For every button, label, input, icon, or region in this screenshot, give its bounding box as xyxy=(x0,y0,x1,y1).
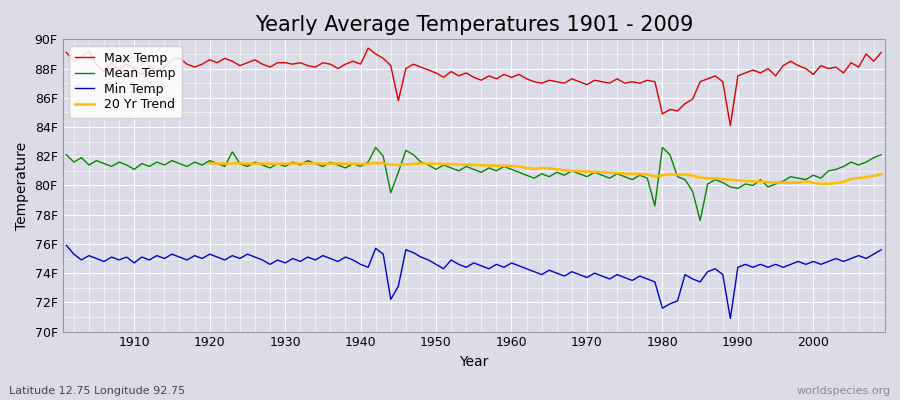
Max Temp xyxy=(61,50,72,55)
Max Temp xyxy=(514,72,525,77)
Min Temp xyxy=(876,247,886,252)
Line: Mean Temp: Mean Temp xyxy=(67,148,881,220)
Min Temp xyxy=(724,316,735,321)
Max Temp xyxy=(363,46,374,50)
X-axis label: Year: Year xyxy=(459,355,489,369)
Min Temp xyxy=(597,274,608,278)
Max Temp xyxy=(333,66,344,71)
Max Temp xyxy=(604,81,615,86)
Mean Temp xyxy=(876,152,886,157)
Mean Temp xyxy=(122,163,132,168)
20 Yr Trend xyxy=(876,172,886,177)
Title: Yearly Average Temperatures 1901 - 2009: Yearly Average Temperatures 1901 - 2009 xyxy=(255,15,693,35)
Mean Temp xyxy=(370,145,381,150)
Max Temp xyxy=(122,62,132,66)
Mean Temp xyxy=(333,163,344,168)
Y-axis label: Temperature: Temperature xyxy=(15,141,29,230)
Min Temp xyxy=(333,259,344,264)
Mean Temp xyxy=(695,218,706,223)
Text: worldspecies.org: worldspecies.org xyxy=(796,386,891,396)
Max Temp xyxy=(506,75,517,80)
Max Temp xyxy=(287,62,298,66)
Min Temp xyxy=(61,243,72,248)
20 Yr Trend xyxy=(499,164,509,168)
20 Yr Trend xyxy=(333,161,344,166)
Min Temp xyxy=(499,265,509,270)
Mean Temp xyxy=(514,170,525,175)
Mean Temp xyxy=(604,176,615,180)
20 Yr Trend xyxy=(287,161,298,166)
Line: 20 Yr Trend: 20 Yr Trend xyxy=(210,163,881,184)
Mean Temp xyxy=(506,167,517,172)
20 Yr Trend xyxy=(506,164,517,168)
Line: Min Temp: Min Temp xyxy=(67,245,881,318)
Line: Max Temp: Max Temp xyxy=(67,48,881,126)
Max Temp xyxy=(876,50,886,55)
Min Temp xyxy=(122,255,132,260)
Mean Temp xyxy=(61,152,72,157)
Max Temp xyxy=(724,123,735,128)
Text: Latitude 12.75 Longitude 92.75: Latitude 12.75 Longitude 92.75 xyxy=(9,386,185,396)
20 Yr Trend xyxy=(597,170,608,175)
Min Temp xyxy=(506,260,517,265)
Legend: Max Temp, Mean Temp, Min Temp, 20 Yr Trend: Max Temp, Mean Temp, Min Temp, 20 Yr Tre… xyxy=(68,46,182,118)
Mean Temp xyxy=(287,160,298,164)
Min Temp xyxy=(287,256,298,261)
